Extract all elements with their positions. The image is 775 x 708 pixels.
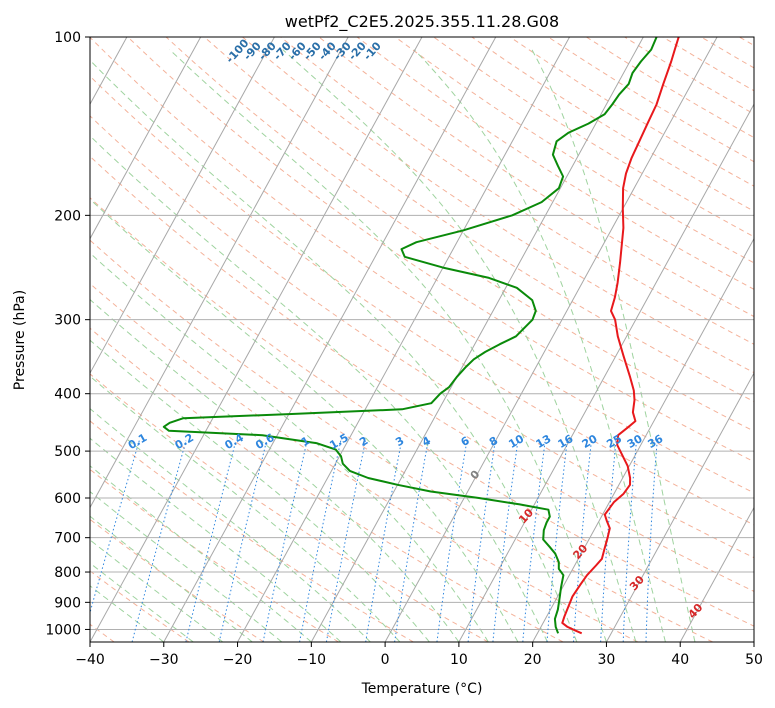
y-tick-label: 400 xyxy=(54,387,81,403)
moist-adiabat-line xyxy=(531,49,696,642)
dry-adiabat-line xyxy=(90,75,754,526)
isotherm-line xyxy=(237,37,570,642)
dry-adiabat-line xyxy=(90,197,754,627)
isotherm-line xyxy=(90,37,423,642)
mixing-ratio-line xyxy=(622,440,637,642)
mixing-ratio-line xyxy=(492,440,519,642)
mixing-ratio-line xyxy=(131,440,187,642)
dewpoint-line xyxy=(162,37,658,634)
dry-adiabat-line xyxy=(242,37,754,374)
isotherm-line xyxy=(384,37,718,642)
moist-adiabat-line xyxy=(90,135,548,642)
mixing-ratio-line xyxy=(218,440,268,642)
plot-frame xyxy=(89,36,755,643)
x-tick-label: −30 xyxy=(149,652,179,668)
mixing-ratio-line xyxy=(90,440,140,615)
profile-lines xyxy=(162,37,680,635)
mixing-ratio-line xyxy=(262,440,308,642)
moist-adiabat-line xyxy=(169,49,607,642)
dry-adiabat-line xyxy=(90,155,754,592)
moist-adiabat-line xyxy=(282,49,637,642)
y-tick-label: 1000 xyxy=(45,622,81,638)
x-axis-label: Temperature (°C) xyxy=(361,681,483,697)
isotherm-line xyxy=(458,103,754,642)
isotherm-line xyxy=(90,37,202,240)
y-tick-label: 900 xyxy=(54,595,81,611)
mixing-ratio-line xyxy=(436,440,468,642)
dry-adiabat-line xyxy=(90,468,339,642)
isotherm-line xyxy=(90,37,349,509)
mixing-ratio-line xyxy=(185,440,237,642)
mixing-ratio-line xyxy=(546,440,568,642)
mixing-ratio-line xyxy=(299,440,342,642)
y-tick-label: 700 xyxy=(54,531,81,547)
mixing-ratio-line xyxy=(600,440,617,642)
background-grid xyxy=(90,37,754,642)
x-tick-label: 50 xyxy=(745,652,763,668)
x-tick-label: −10 xyxy=(297,652,327,668)
mixing-ratio-line xyxy=(573,440,592,642)
chart-title: wetPf2_C2E5.2025.355.11.28.G08 xyxy=(285,12,559,32)
moist-adiabat-line xyxy=(90,252,489,642)
dry-adiabat-line xyxy=(90,518,265,642)
mixing-ratio-line xyxy=(522,440,546,642)
y-tick-label: 800 xyxy=(54,565,81,581)
temperature-line xyxy=(561,37,680,635)
dry-adiabat-line xyxy=(90,373,489,642)
mixing-ratio-line xyxy=(645,440,658,642)
x-tick-label: 40 xyxy=(671,652,689,668)
y-axis-label: Pressure (hPa) xyxy=(12,290,28,390)
moist-adiabat-line xyxy=(90,298,460,642)
moist-adiabat-line xyxy=(90,198,519,642)
y-tick-label: 500 xyxy=(54,444,81,460)
x-tick-label: 30 xyxy=(598,652,616,668)
moist-adiabat-line xyxy=(90,339,430,642)
mixing-ratio-line xyxy=(394,440,429,642)
y-tick-label: 200 xyxy=(54,208,81,224)
dry-adiabat-line xyxy=(90,282,639,642)
axis-ticks: −40 −30 −20 −10 0 10 20 30 40 50 100 200 300 400 500 60… xyxy=(45,30,763,668)
isotherm-line xyxy=(310,37,644,642)
x-tick-label: 10 xyxy=(450,652,468,668)
x-tick-label: −20 xyxy=(223,652,253,668)
isotherm-line xyxy=(606,372,754,642)
y-tick-label: 300 xyxy=(54,313,81,329)
dry-adiabat-line xyxy=(90,37,754,494)
dry-adiabat-line xyxy=(318,37,754,318)
x-tick-label: 0 xyxy=(381,652,390,668)
x-tick-label: −40 xyxy=(75,652,105,668)
y-tick-label: 600 xyxy=(54,491,81,507)
isotherm-line xyxy=(90,37,275,375)
dry-adiabat-line xyxy=(90,570,190,642)
isotherm-line xyxy=(532,237,754,642)
mixing-ratio-line xyxy=(325,440,366,642)
dry-adiabat-line xyxy=(90,239,713,642)
isotherm-line xyxy=(679,506,754,642)
mixing-ratio-line xyxy=(365,440,403,642)
mixing-ratio-line xyxy=(467,440,496,642)
isotherm-line xyxy=(163,37,497,642)
y-tick-label: 100 xyxy=(54,30,81,46)
x-tick-label: 20 xyxy=(524,652,542,668)
dry-adiabat-line xyxy=(165,37,754,432)
dry-adiabat-line xyxy=(90,420,414,642)
moist-adiabat-line xyxy=(413,49,666,642)
